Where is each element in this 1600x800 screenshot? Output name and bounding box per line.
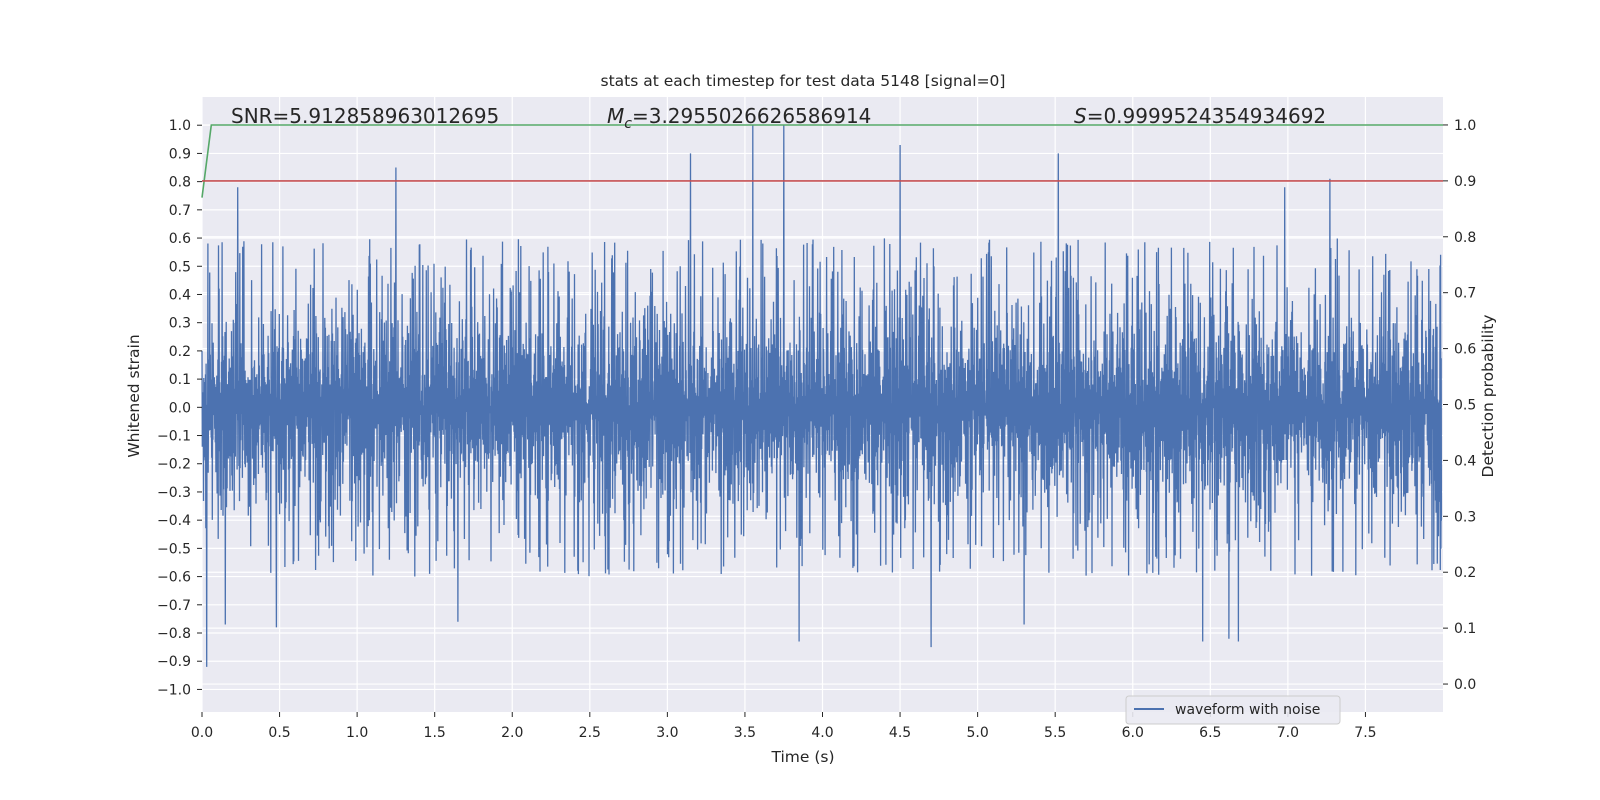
y-tick-label: −0.3 <box>157 485 191 501</box>
y2-tick-label: 0.6 <box>1454 342 1476 358</box>
chirp-mass-subscript: c <box>624 116 632 132</box>
x-tick-label: 4.0 <box>811 725 833 741</box>
chirp-mass-value: =3.2955026626586914 <box>632 104 871 128</box>
y-tick-label: −0.8 <box>157 626 191 642</box>
x-tick-label: 7.5 <box>1354 725 1376 741</box>
y-axis-label: Whitened strain <box>125 334 143 457</box>
y2-tick-label: 0.0 <box>1454 677 1476 693</box>
series-waveform-with-noise <box>201 125 1443 667</box>
y-tick-label: 0.8 <box>169 175 191 191</box>
y-tick-label: 0.9 <box>169 146 191 162</box>
y-tick-label: 0.1 <box>169 372 191 388</box>
legend-box <box>1125 695 1341 725</box>
x-tick-label: 0.5 <box>268 725 290 741</box>
s-annotation: S=0.9999524354934692 <box>1074 104 1326 128</box>
y-tick-label: −0.7 <box>157 598 191 614</box>
snr-annotation: SNR=5.912858963012695 <box>231 104 499 128</box>
x-tick-label: 5.0 <box>966 725 988 741</box>
x-tick-label: 4.5 <box>889 725 911 741</box>
y2-axis: 1.0 0.9 0.8 0.7 0.6 0.5 0.4 0.3 0.2 0.1 0.0 <box>1443 118 1476 693</box>
chirp-mass-annotation: Mc=3.2955026626586914 <box>607 104 871 132</box>
y-tick-label: −0.6 <box>157 570 191 586</box>
x-tick-label: 2.0 <box>501 725 523 741</box>
y-axis: 1.0 0.9 0.8 0.7 0.6 0.5 0.4 0.3 0.2 0.1 0.0 −0.1 −0.… <box>157 118 202 698</box>
legend: waveform with noise <box>1125 695 1341 725</box>
x-tick-label: 6.0 <box>1122 725 1144 741</box>
y-tick-label: −0.5 <box>157 541 191 557</box>
y2-axis-label: Detection probability <box>1479 315 1497 478</box>
chirp-mass-symbol: M <box>607 104 624 128</box>
y-tick-label: −1.0 <box>157 682 191 698</box>
x-tick-label: 7.0 <box>1277 725 1299 741</box>
x-axis-label: Time (s) <box>770 748 834 766</box>
plot-area <box>201 124 1443 667</box>
y-tick-label: 0.7 <box>169 203 191 219</box>
y-tick-label: −0.1 <box>157 429 191 445</box>
x-tick-label: 5.5 <box>1044 725 1066 741</box>
s-value: =0.9999524354934692 <box>1087 104 1326 128</box>
x-tick-label: 0.0 <box>191 725 213 741</box>
y2-tick-label: 0.5 <box>1454 398 1476 414</box>
series-detection-probability <box>201 124 1443 198</box>
x-tick-label: 6.5 <box>1199 725 1221 741</box>
y2-tick-label: 0.3 <box>1454 509 1476 525</box>
y2-tick-label: 0.1 <box>1454 621 1476 637</box>
x-tick-label: 1.0 <box>346 725 368 741</box>
x-tick-label: 2.5 <box>579 725 601 741</box>
y2-tick-label: 0.8 <box>1454 230 1476 246</box>
y2-tick-label: 1.0 <box>1454 118 1476 134</box>
chart-title: stats at each timestep for test data 514… <box>601 72 1006 90</box>
y-tick-label: −0.4 <box>157 513 191 529</box>
y2-tick-label: 0.4 <box>1454 453 1476 469</box>
x-axis: 0.0 0.5 1.0 1.5 2.0 2.5 3.0 3.5 4.0 4.5 5.0 5.5 6.0 6… <box>191 712 1377 741</box>
y-tick-label: −0.9 <box>157 654 191 670</box>
x-tick-label: 3.5 <box>734 725 756 741</box>
s-symbol: S <box>1074 104 1087 128</box>
y-tick-label: 0.6 <box>169 231 191 247</box>
y-tick-label: 0.5 <box>169 259 191 275</box>
x-tick-label: 1.5 <box>424 725 446 741</box>
y-tick-label: 1.0 <box>169 118 191 134</box>
y2-tick-label: 0.9 <box>1454 174 1476 190</box>
y-tick-label: 0.4 <box>169 287 191 303</box>
y-tick-label: 0.0 <box>169 400 191 416</box>
y-tick-label: 0.3 <box>169 316 191 332</box>
y-tick-label: 0.2 <box>169 344 191 360</box>
legend-label: waveform with noise <box>1175 702 1320 718</box>
y2-tick-label: 0.2 <box>1454 565 1476 581</box>
y2-tick-label: 0.7 <box>1454 286 1476 302</box>
x-tick-label: 3.0 <box>656 725 678 741</box>
y-tick-label: −0.2 <box>157 457 191 473</box>
